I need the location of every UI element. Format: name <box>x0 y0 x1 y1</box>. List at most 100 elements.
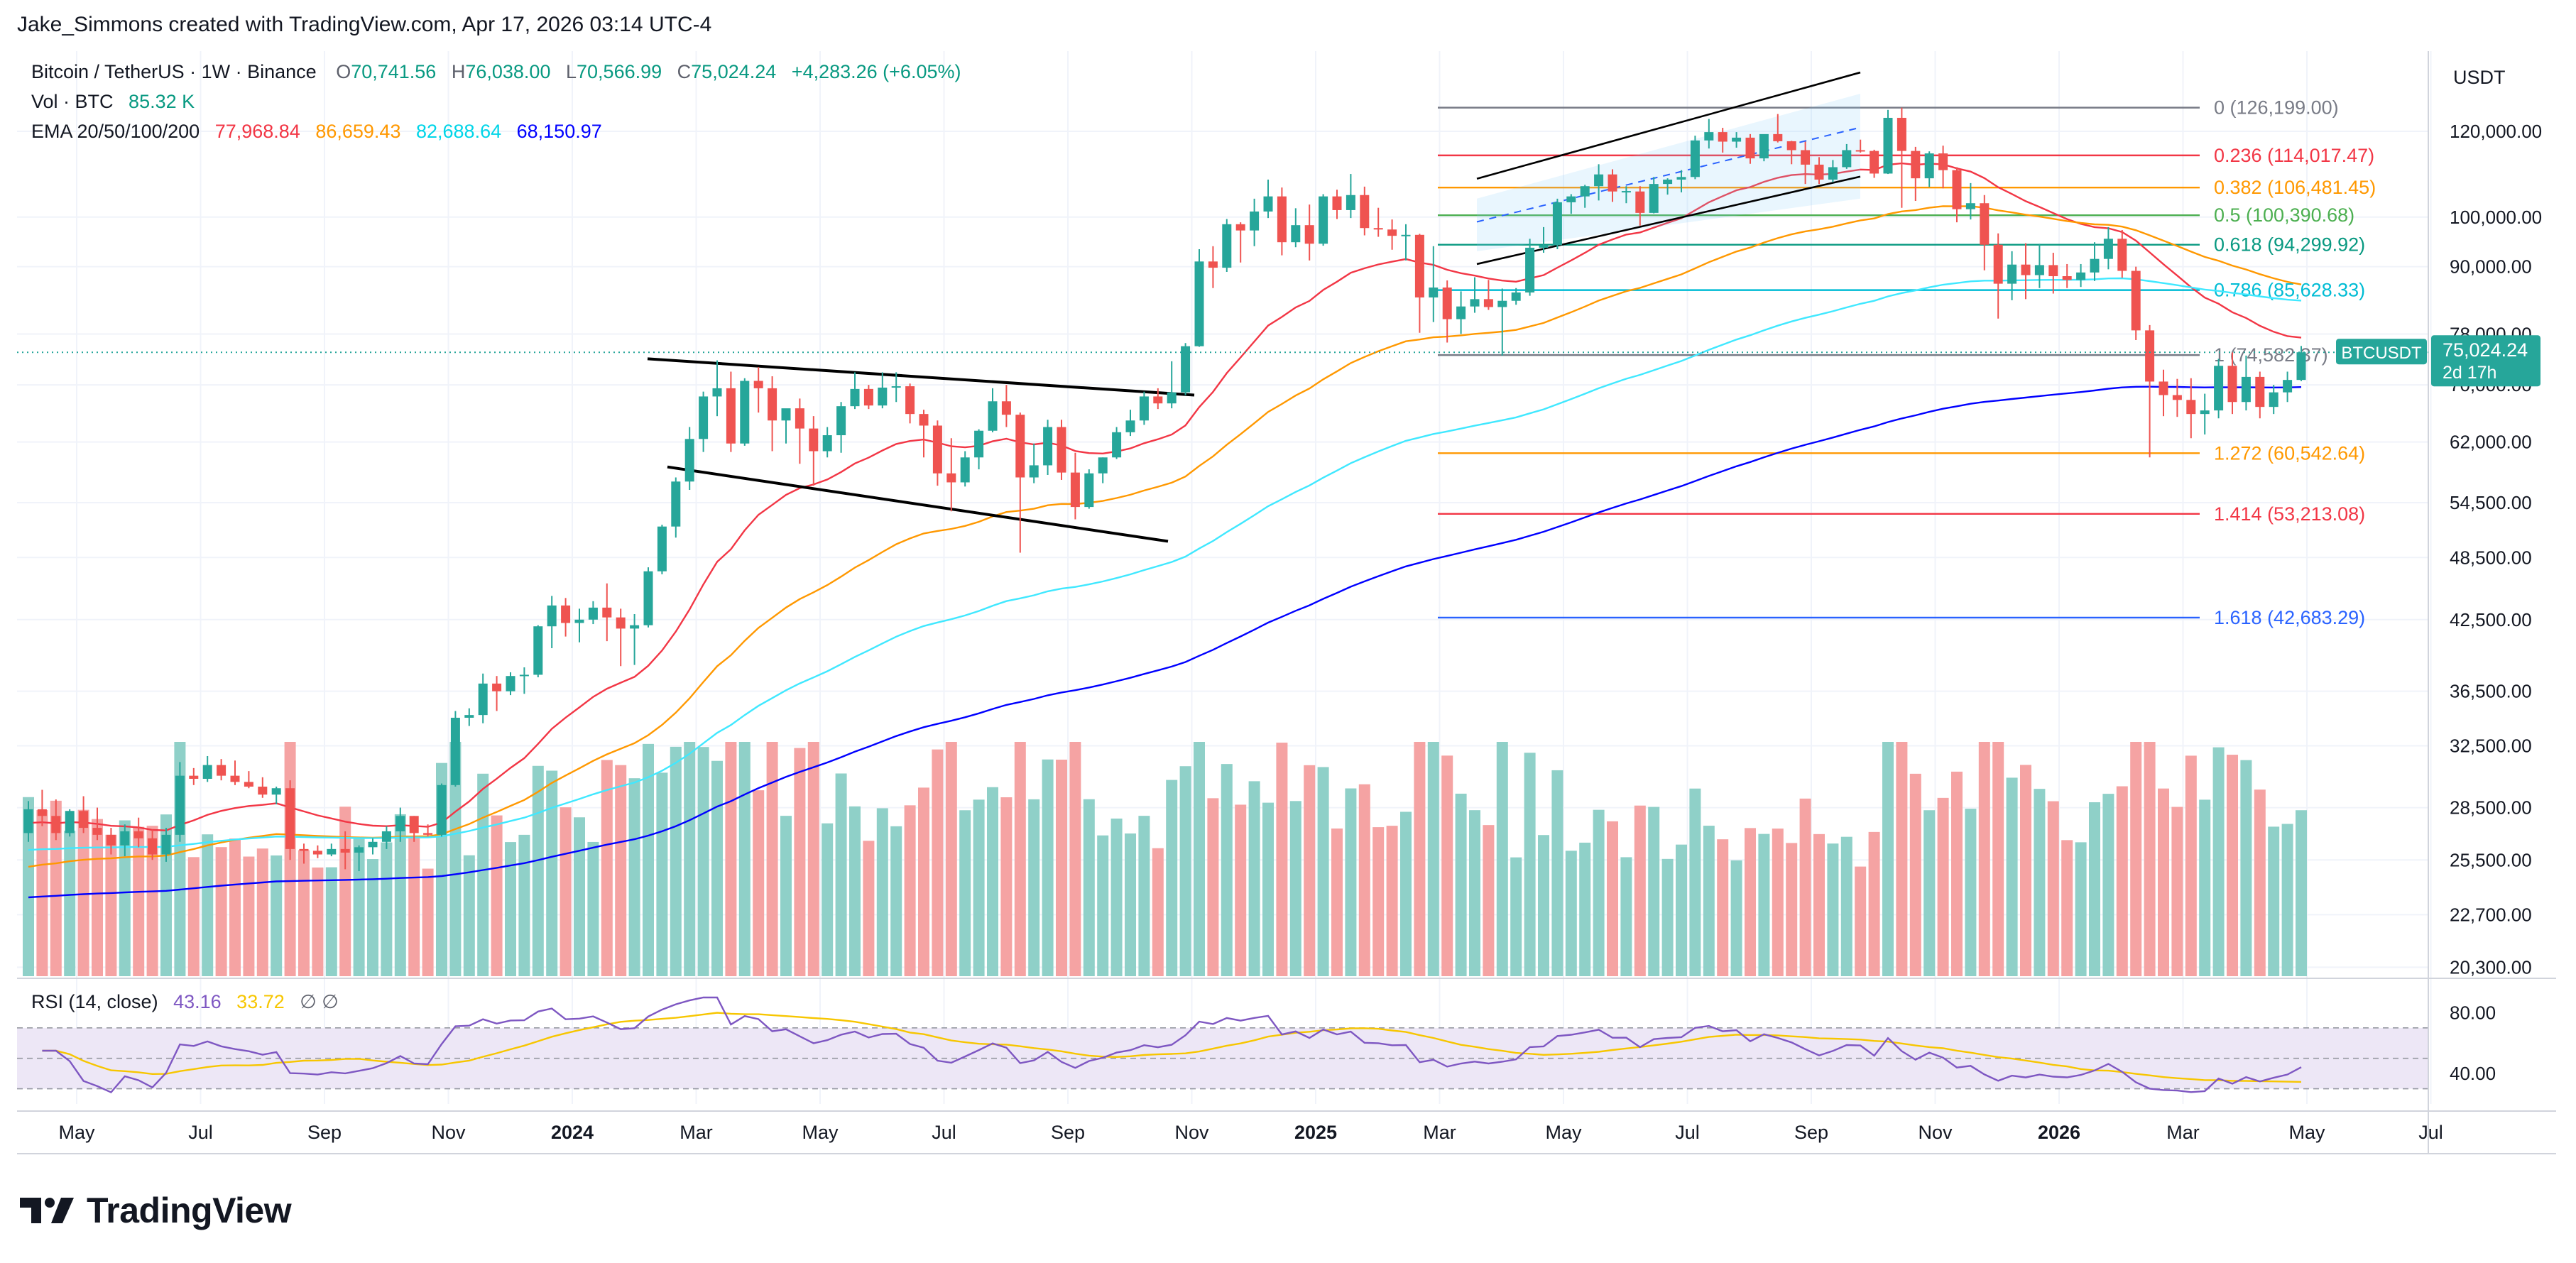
candle-body <box>2255 376 2265 408</box>
volume-bar <box>1386 826 1398 976</box>
volume-bar <box>697 747 709 976</box>
fib-level-label: 1.618 (42,683.29) <box>2214 607 2365 628</box>
volume-bar <box>408 837 420 976</box>
candle-body <box>1263 196 1273 212</box>
price-tick-label: 20,300.00 <box>2450 956 2532 978</box>
volume-bars <box>23 742 2307 976</box>
candle-body <box>409 816 419 833</box>
candle-body <box>809 428 819 452</box>
candle-body <box>133 831 143 838</box>
candle-body <box>1608 174 1617 192</box>
candle-body <box>1952 170 1962 209</box>
candle-body <box>1855 150 1865 152</box>
volume-bar <box>945 742 957 976</box>
rsi-legend[interactable]: RSI (14, close) 43.16 33.72 ∅ ∅ <box>31 991 349 1013</box>
candle-body <box>2034 265 2044 275</box>
candle-body <box>768 388 777 421</box>
candle-body <box>1883 117 1893 174</box>
candle-body <box>822 435 832 452</box>
candle-body <box>1580 186 1590 197</box>
volume-bar <box>77 809 89 976</box>
ema20-value: 77,968.84 <box>214 121 300 142</box>
time-tick-label: May <box>1545 1122 1582 1143</box>
volume-bar <box>2281 824 2293 976</box>
candle-body <box>1621 191 1631 193</box>
candle-body <box>1511 292 1521 301</box>
volume-bar <box>50 800 62 976</box>
time-tick-label: Sep <box>1051 1122 1085 1143</box>
ema-line-ema200 <box>28 386 2302 899</box>
candle-body <box>437 784 447 835</box>
volume-bar <box>1524 753 1536 976</box>
last-price-badge <box>2431 335 2540 387</box>
trendlines[interactable] <box>647 71 1861 543</box>
ema-line-ema100 <box>28 277 2302 851</box>
candle-body <box>161 834 171 855</box>
volume-bar <box>2075 842 2087 976</box>
volume-bar <box>2254 789 2266 976</box>
candle-body <box>547 605 557 627</box>
candle-body <box>464 715 474 718</box>
high-label: H <box>451 61 466 82</box>
candle-body <box>561 605 571 623</box>
volume-bar <box>1868 831 1880 976</box>
fib-level-label: 1 (74,582.37) <box>2214 344 2328 366</box>
candle-body <box>946 473 956 483</box>
fib-level-label: 1.272 (60,542.64) <box>2214 442 2365 464</box>
volume-bar <box>2047 801 2059 976</box>
volume-bar <box>1496 742 1508 976</box>
volume-bar <box>615 765 627 976</box>
candle-body <box>671 481 681 527</box>
candle-body <box>2200 410 2210 415</box>
volume-bar <box>835 773 847 976</box>
candle-body <box>1360 195 1370 229</box>
volume-bar <box>243 856 255 976</box>
time-tick-label: May <box>802 1122 839 1143</box>
candle-body <box>1346 195 1355 210</box>
volume-bar <box>312 867 324 976</box>
volume-bar <box>256 848 268 976</box>
volume-bar <box>1138 816 1150 976</box>
price-tick-label: 62,000.00 <box>2450 432 2532 453</box>
candle-body <box>230 775 240 782</box>
candle-body <box>1181 346 1191 393</box>
ema-line-ema50 <box>28 205 2302 868</box>
time-tick-label: Jul <box>188 1122 213 1143</box>
volume-bar <box>2296 810 2307 976</box>
candle-body <box>2007 264 2017 284</box>
fib-level-label: 1.414 (53,213.08) <box>2214 503 2365 525</box>
candle-body <box>1084 473 1094 508</box>
price-tick-label: 32,500.00 <box>2450 736 2532 757</box>
volume-bar <box>932 749 944 976</box>
time-tick-label: Nov <box>431 1122 466 1143</box>
candle-body <box>1250 211 1260 231</box>
candle-body <box>1456 306 1466 319</box>
candle-body <box>354 847 364 853</box>
ema-legend[interactable]: EMA 20/50/100/200 77,968.84 86,659.43 82… <box>31 121 612 143</box>
volume-bar <box>1882 742 1894 976</box>
candle-body <box>932 425 942 474</box>
volume-bar <box>1248 781 1260 976</box>
volume-bar <box>2116 786 2128 976</box>
symbol-legend[interactable]: Bitcoin / TetherUS · 1W · Binance O70,74… <box>31 61 971 83</box>
tradingview-wordmark: TradingView <box>87 1191 292 1230</box>
candle-body <box>602 607 612 618</box>
volume-bar <box>1813 833 1825 976</box>
channel-upper-line <box>1476 71 1861 180</box>
tradingview-logo[interactable]: TradingView <box>20 1190 292 1231</box>
candle-body <box>175 775 185 835</box>
candle-body <box>2214 366 2224 411</box>
volume-bar <box>1441 755 1453 976</box>
volume-bar <box>753 790 765 976</box>
candle-body <box>988 401 998 431</box>
price-tick-label: 90,000.00 <box>2450 256 2532 278</box>
volume-legend[interactable]: Vol · BTC 85.32 K <box>31 91 204 113</box>
candle-body <box>2227 366 2237 403</box>
volume-bar <box>1565 851 1577 976</box>
candle-body <box>1057 427 1066 473</box>
volume-bar <box>1235 804 1247 976</box>
open-value: 70,741.56 <box>351 61 437 82</box>
volume-bar <box>64 831 76 976</box>
candle-body <box>1373 228 1383 230</box>
